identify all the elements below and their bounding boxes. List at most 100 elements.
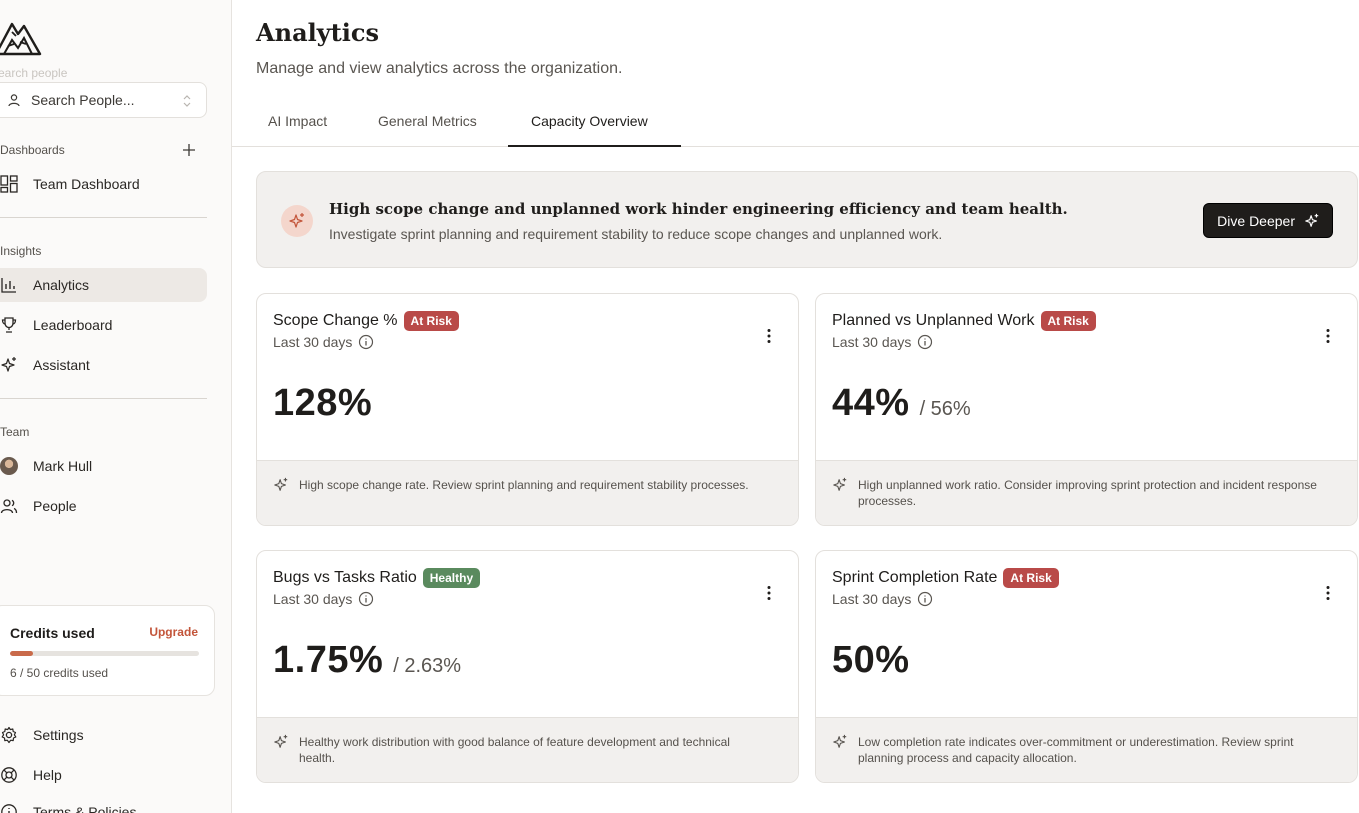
- info-icon[interactable]: [358, 591, 374, 607]
- status-badge: At Risk: [1040, 311, 1096, 331]
- tab-capacity-overview[interactable]: Capacity Overview: [508, 104, 681, 147]
- sidebar-item-mark-hull[interactable]: Mark Hull: [0, 449, 207, 483]
- card-insight-text: Healthy work distribution with good bala…: [299, 735, 730, 765]
- divider: [0, 398, 207, 399]
- sidebar-item-analytics[interactable]: Analytics: [0, 268, 207, 302]
- sparkle-icon: [1305, 213, 1319, 227]
- credits-progress-bar: [10, 651, 199, 656]
- sidebar-item-team-dashboard[interactable]: Team Dashboard: [0, 167, 207, 201]
- sidebar-item-label: Help: [33, 767, 62, 783]
- more-vertical-icon[interactable]: [766, 328, 772, 344]
- chevron-up-down-icon: [183, 95, 191, 107]
- gear-icon: [0, 726, 18, 744]
- users-icon: [0, 497, 18, 515]
- more-vertical-icon[interactable]: [1325, 328, 1331, 344]
- sidebar-item-label: Team Dashboard: [33, 176, 140, 192]
- page-subtitle: Manage and view analytics across the org…: [256, 60, 623, 77]
- sidebar-item-leaderboard[interactable]: Leaderboard: [0, 308, 207, 342]
- sidebar-item-label: Assistant: [33, 357, 90, 373]
- more-vertical-icon[interactable]: [766, 585, 772, 601]
- tab-bar: AI Impact General Metrics Capacity Overv…: [232, 104, 1359, 147]
- sidebar-item-label: People: [33, 498, 77, 514]
- upgrade-link[interactable]: Upgrade: [149, 625, 198, 639]
- sidebar-item-terms[interactable]: Terms & Policies: [0, 795, 207, 813]
- dive-deeper-label: Dive Deeper: [1217, 212, 1295, 229]
- sparkle-icon: [833, 734, 847, 748]
- info-icon[interactable]: [917, 334, 933, 350]
- credits-count: 6 / 50 credits used: [10, 666, 109, 680]
- sidebar-item-assistant[interactable]: Assistant: [0, 348, 207, 382]
- card-title: Sprint Completion Rate: [832, 569, 998, 586]
- info-icon: [0, 803, 18, 813]
- search-hint: earch people: [0, 66, 68, 80]
- card-insight: High scope change rate. Review sprint pl…: [257, 460, 798, 525]
- sidebar-item-help[interactable]: Help: [0, 758, 207, 792]
- sparkle-icon: [274, 477, 288, 491]
- divider: [0, 217, 207, 218]
- status-badge: At Risk: [1003, 568, 1059, 588]
- page-title: Analytics: [256, 18, 380, 47]
- sidebar-item-label: Mark Hull: [33, 458, 93, 474]
- insight-headline: High scope change and unplanned work hin…: [329, 200, 1068, 218]
- metric-value: 50%: [832, 639, 910, 681]
- insight-detail: Investigate sprint planning and requirem…: [329, 226, 943, 242]
- more-vertical-icon[interactable]: [1325, 585, 1331, 601]
- user-icon: [8, 94, 20, 107]
- avatar: [0, 457, 18, 475]
- card-insight-text: Low completion rate indicates over-commi…: [858, 735, 1294, 765]
- info-icon[interactable]: [917, 591, 933, 607]
- info-icon[interactable]: [358, 334, 374, 350]
- dashboards-label: Dashboards: [0, 143, 65, 157]
- sparkle-icon: [281, 205, 313, 237]
- card-title: Bugs vs Tasks Ratio: [273, 569, 417, 586]
- insight-banner: High scope change and unplanned work hin…: [256, 171, 1358, 268]
- card-insight: Low completion rate indicates over-commi…: [816, 717, 1357, 782]
- card-title: Scope Change %: [273, 312, 398, 329]
- sparkle-icon: [0, 356, 18, 374]
- main-content: Analytics Manage and view analytics acro…: [232, 0, 1359, 813]
- metric-value: 128%: [273, 382, 373, 424]
- grid-icon: [0, 175, 18, 193]
- sparkle-icon: [274, 734, 288, 748]
- card-insight: High unplanned work ratio. Consider impr…: [816, 460, 1357, 525]
- card-insight-text: High scope change rate. Review sprint pl…: [299, 478, 749, 492]
- metric-secondary: / 56%: [919, 398, 971, 420]
- sidebar-item-label: Settings: [33, 727, 84, 743]
- search-people-box[interactable]: [0, 82, 207, 118]
- card-period: Last 30 days: [832, 591, 912, 607]
- lifebuoy-icon: [0, 766, 18, 784]
- sidebar-item-people[interactable]: People: [0, 489, 207, 523]
- sidebar-item-label: Analytics: [33, 277, 90, 293]
- status-badge: At Risk: [403, 311, 459, 331]
- sparkle-icon: [833, 477, 847, 491]
- tab-general-metrics[interactable]: General Metrics: [378, 113, 477, 129]
- team-label: Team: [0, 425, 30, 439]
- card-period: Last 30 days: [273, 591, 353, 607]
- metric-card-planned-vs-unplanned: Planned vs Unplanned Work At Risk Last 30…: [815, 293, 1358, 526]
- bar-chart-icon: [0, 276, 18, 294]
- metric-value: 44%: [832, 382, 910, 424]
- card-period: Last 30 days: [832, 334, 912, 350]
- insights-label: Insights: [0, 244, 42, 258]
- sidebar: earch people Dashboards Team Dashboard I…: [0, 0, 232, 813]
- status-badge: Healthy: [422, 568, 481, 588]
- sidebar-item-settings[interactable]: Settings: [0, 718, 207, 752]
- card-insight: Healthy work distribution with good bala…: [257, 717, 798, 782]
- credits-progress-fill: [10, 651, 33, 656]
- search-people-input[interactable]: [31, 92, 181, 108]
- card-insight-text: High unplanned work ratio. Consider impr…: [858, 478, 1317, 508]
- metric-value: 1.75%: [273, 639, 384, 681]
- metric-card-bugs-vs-tasks: Bugs vs Tasks Ratio Healthy Last 30 days …: [256, 550, 799, 783]
- mountain-logo-icon[interactable]: [0, 14, 42, 62]
- dive-deeper-button[interactable]: Dive Deeper: [1203, 203, 1333, 238]
- add-dashboard-icon[interactable]: [182, 143, 196, 157]
- sidebar-item-label: Leaderboard: [33, 317, 113, 333]
- metric-secondary: / 2.63%: [393, 655, 462, 677]
- card-title: Planned vs Unplanned Work: [832, 312, 1035, 329]
- tab-ai-impact[interactable]: AI Impact: [268, 113, 328, 129]
- credits-panel: Credits used Upgrade 6 / 50 credits used: [0, 605, 215, 696]
- sidebar-item-label: Terms & Policies: [33, 804, 137, 813]
- metric-card-scope-change: Scope Change % At Risk Last 30 days 128% …: [256, 293, 799, 526]
- credits-title: Credits used: [10, 625, 95, 641]
- metric-card-sprint-completion: Sprint Completion Rate At Risk Last 30 da…: [815, 550, 1358, 783]
